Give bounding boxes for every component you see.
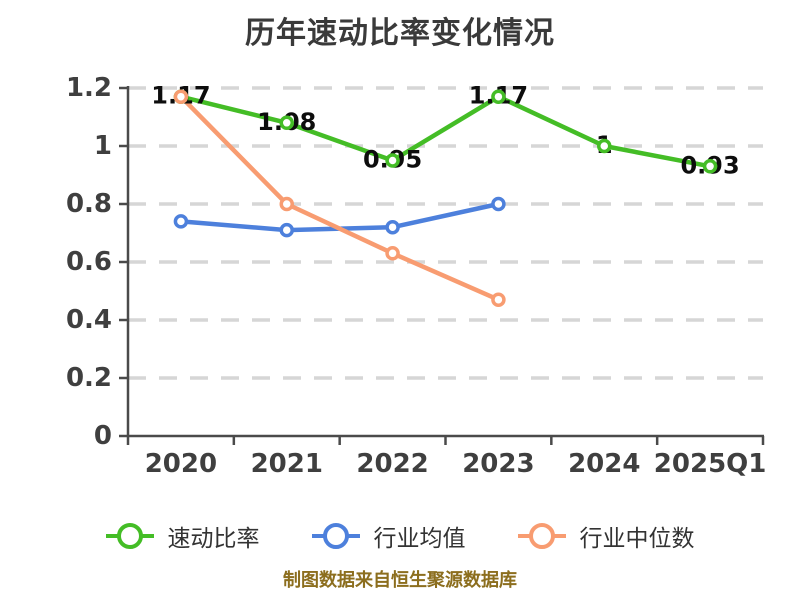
- legend-label-industry-avg: 行业均值: [373, 526, 466, 552]
- data-point-行业中位数[interactable]: [491, 292, 506, 307]
- data-source-caption: 制图数据来自恒生聚源数据库: [283, 570, 517, 591]
- series-line-行业中位数: [178, 94, 501, 302]
- x-axis-tick-label: 2024: [568, 449, 640, 479]
- legend-marker-quick-ratio: [105, 523, 154, 549]
- data-point-速动比率[interactable]: [702, 159, 718, 174]
- data-point-行业中位数[interactable]: [385, 246, 400, 261]
- x-axis-tick-label: 2022: [356, 449, 428, 479]
- data-point-行业均值[interactable]: [491, 196, 506, 212]
- data-point-速动比率[interactable]: [597, 138, 612, 154]
- y-axis-tick-label: 0.6: [66, 247, 112, 277]
- data-point-速动比率[interactable]: [385, 153, 400, 168]
- data-point-行业均值[interactable]: [385, 219, 400, 235]
- x-axis-tick-label: 2020: [145, 449, 217, 479]
- y-axis-tick-label: 0.8: [66, 189, 112, 219]
- legend-marker-industry-avg: [311, 523, 360, 549]
- data-point-行业均值[interactable]: [279, 222, 294, 238]
- data-point-行业均值[interactable]: [173, 214, 189, 229]
- y-axis-tick-label: 0: [94, 421, 112, 451]
- y-axis-tick-label: 1.2: [66, 73, 112, 103]
- data-point-速动比率[interactable]: [491, 89, 506, 104]
- legend-item-industry-avg[interactable]: 行业均值: [311, 519, 466, 553]
- data-point-速动比率[interactable]: [279, 115, 294, 131]
- legend-marker-industry-median: [517, 523, 566, 549]
- series-line-速动比率: [178, 94, 713, 169]
- legend-label-industry-median: 行业中位数: [579, 526, 695, 552]
- legend-label-quick-ratio: 速动比率: [167, 526, 260, 552]
- legend-item-quick-ratio[interactable]: 速动比率: [105, 519, 260, 553]
- x-axis-tick-label: 2023: [462, 449, 534, 479]
- y-axis-tick-label: 0.2: [66, 363, 112, 393]
- chart-title: 历年速动比率变化情况: [245, 16, 555, 51]
- x-axis-tick-label: 2021: [251, 449, 323, 479]
- x-axis-tick-label: 2025Q1: [654, 449, 767, 479]
- legend-item-industry-median[interactable]: 行业中位数: [517, 519, 695, 553]
- y-axis-tick-label: 0.4: [66, 305, 112, 335]
- data-point-行业中位数[interactable]: [279, 196, 294, 212]
- chart-legend: 速动比率 行业均值 行业中位数: [0, 519, 800, 553]
- y-axis-tick-label: 1: [94, 131, 112, 161]
- data-point-行业中位数[interactable]: [173, 89, 189, 104]
